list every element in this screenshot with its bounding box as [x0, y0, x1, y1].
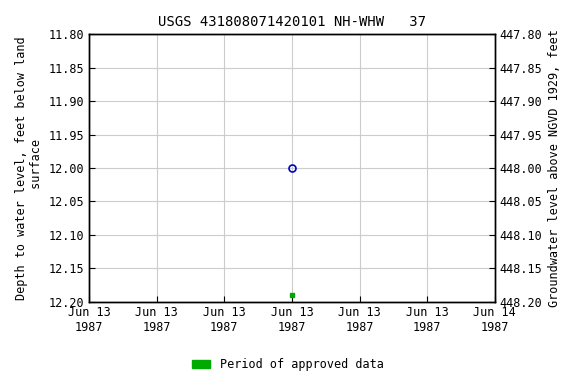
Y-axis label: Depth to water level, feet below land
 surface: Depth to water level, feet below land su… [15, 36, 43, 300]
Title: USGS 431808071420101 NH-WHW   37: USGS 431808071420101 NH-WHW 37 [158, 15, 426, 29]
Y-axis label: Groundwater level above NGVD 1929, feet: Groundwater level above NGVD 1929, feet [548, 29, 561, 307]
Legend: Period of approved data: Period of approved data [188, 354, 388, 376]
